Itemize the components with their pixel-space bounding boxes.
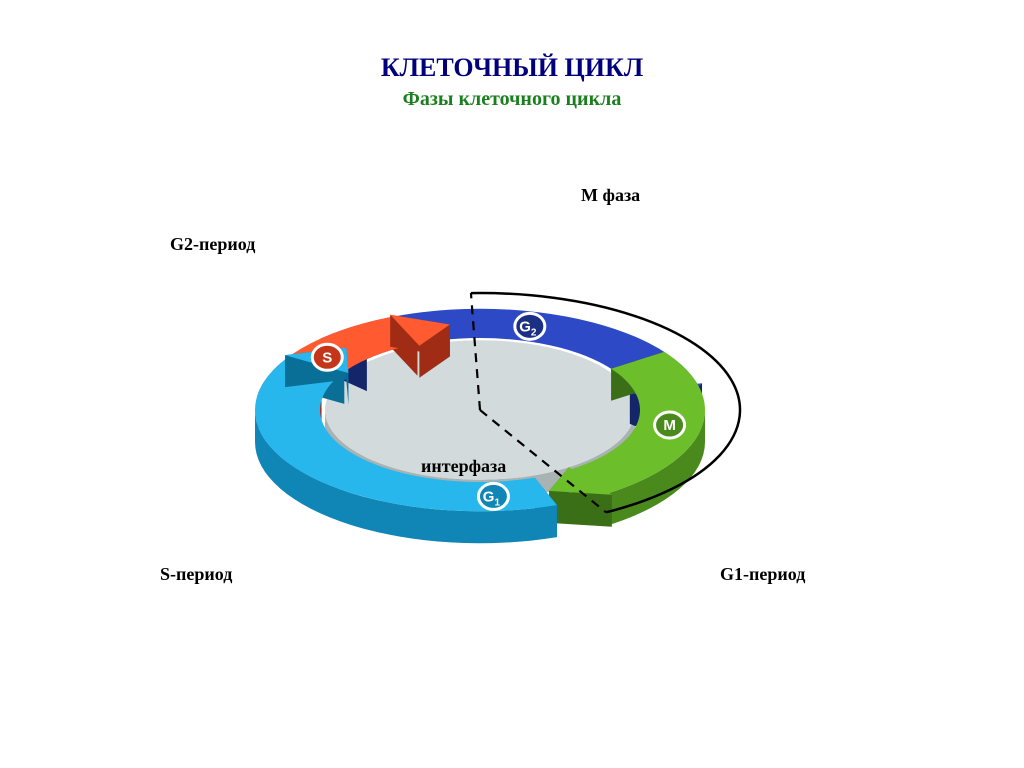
diagram-stage: КЛЕТОЧНЫЙ ЦИКЛ Фазы клеточного цикла G1S…: [0, 0, 1024, 768]
label-interphase: интерфаза: [421, 456, 506, 477]
label-m-phase: М фаза: [581, 185, 640, 206]
svg-text:M: M: [663, 417, 676, 434]
cycle-svg: G1SG2M: [0, 0, 1024, 768]
label-s-period: S-период: [160, 564, 232, 585]
svg-text:S: S: [322, 349, 332, 366]
label-g1-period: G1-период: [720, 564, 805, 585]
label-g2-period: G2-период: [170, 234, 255, 255]
